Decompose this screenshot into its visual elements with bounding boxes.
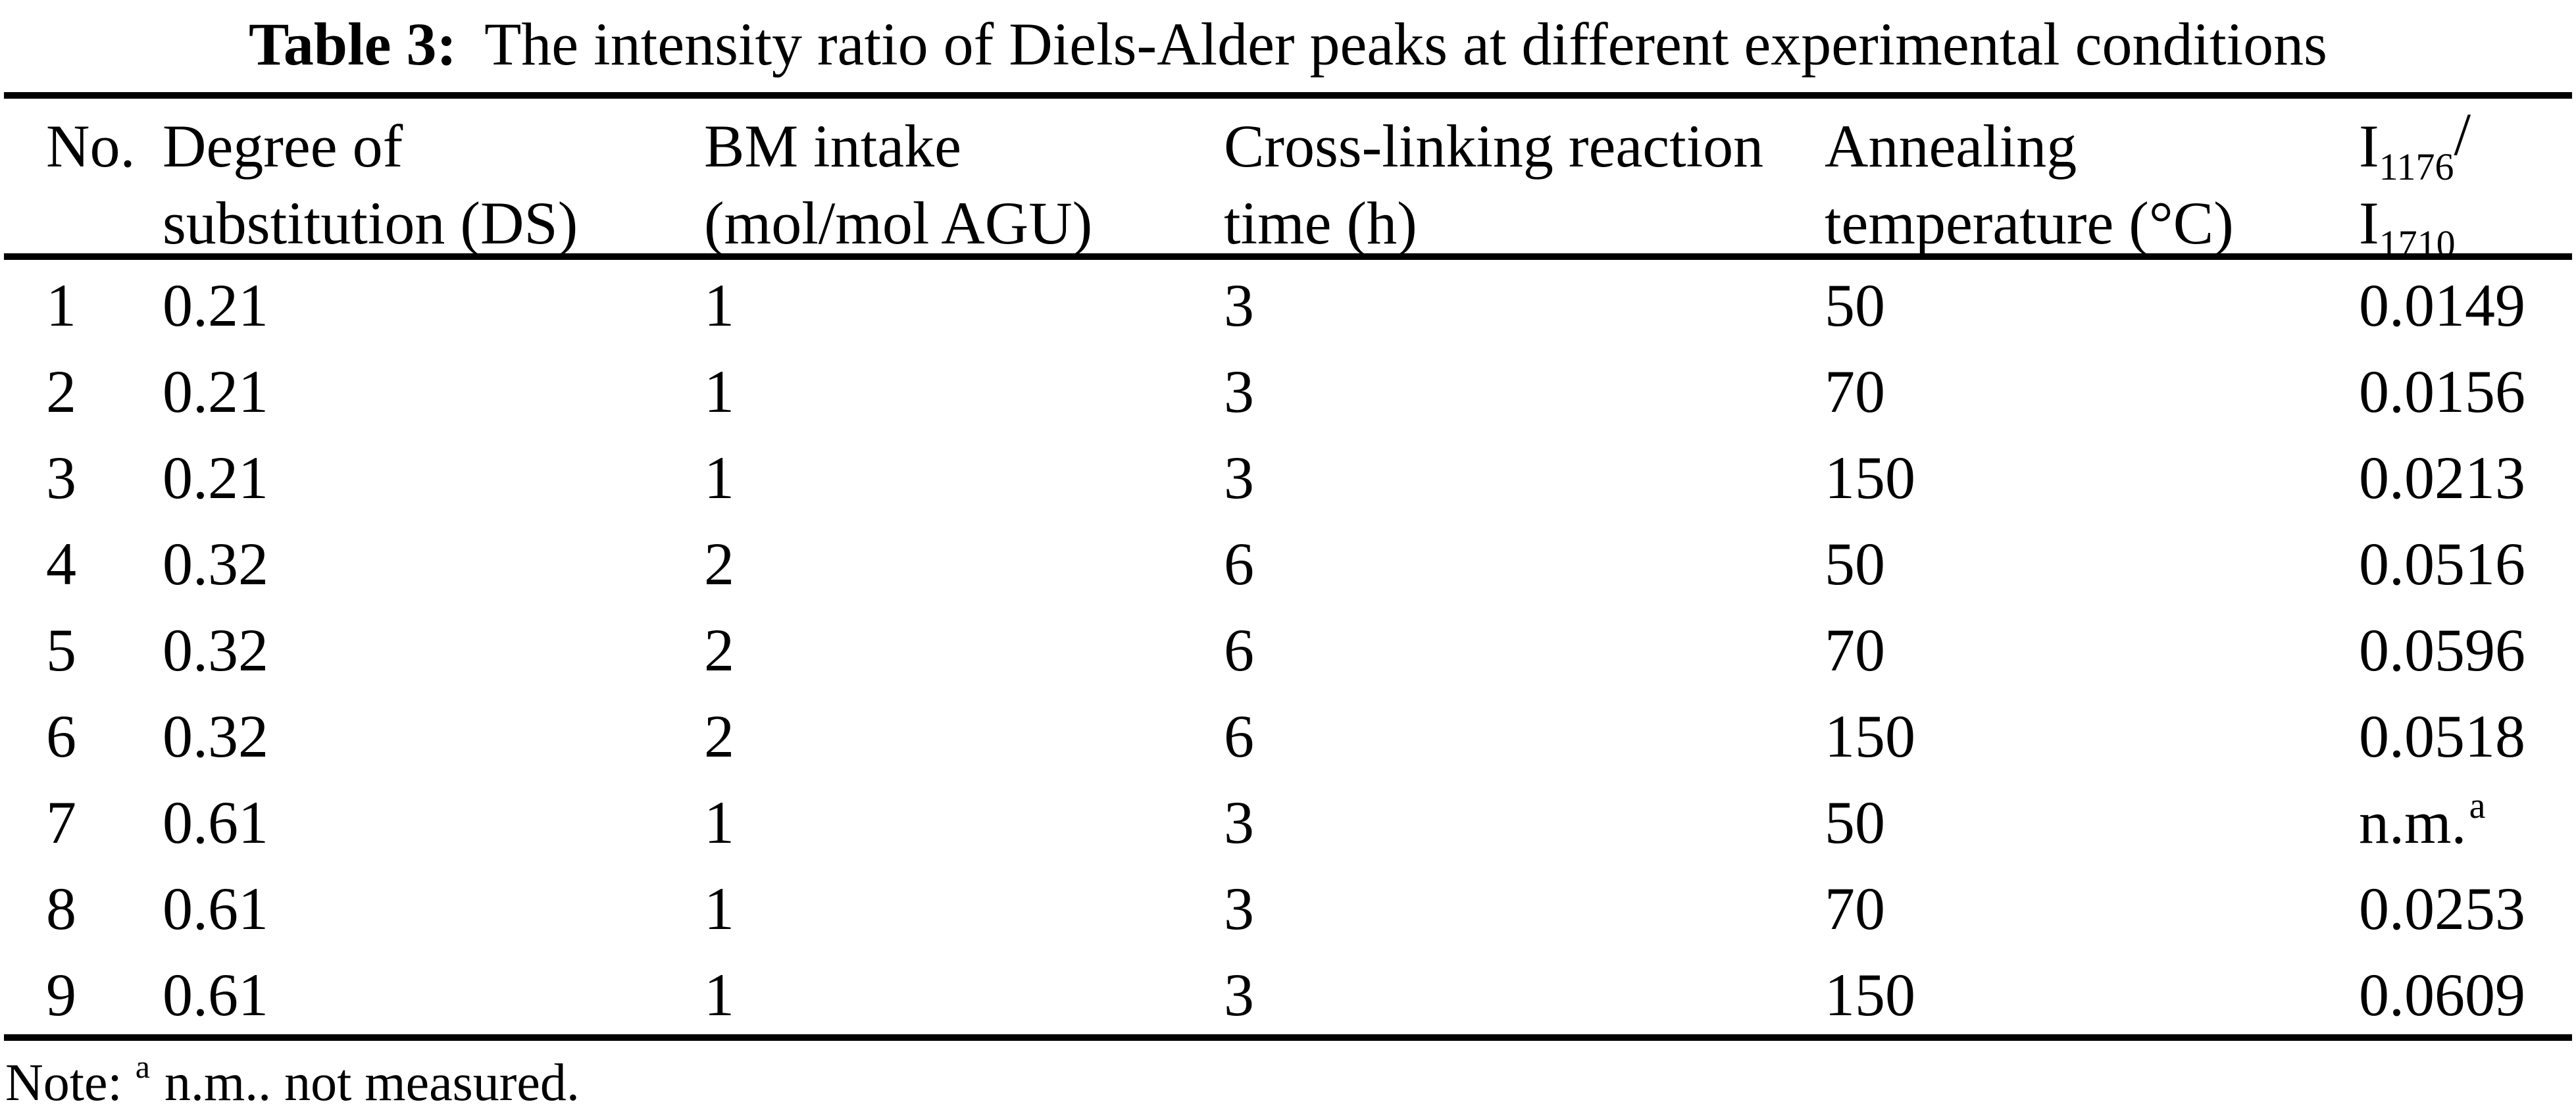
cell-intensity-ratio: 0.0596 — [2359, 616, 2525, 684]
cell-bm-intake: 1 — [704, 271, 734, 339]
cell-no: 5 — [46, 616, 76, 684]
cell-annealing-temperature: 50 — [1825, 530, 1885, 597]
header-rule — [4, 253, 2572, 260]
table-row: 9 0.61 1 3 150 0.0609 — [0, 951, 2576, 1038]
cell-bm-intake: 1 — [704, 788, 734, 856]
table-row: 6 0.32 2 6 150 0.0518 — [0, 693, 2576, 779]
cell-no: 1 — [46, 271, 76, 339]
table-caption: Table 3: The intensity ratio of Diels-Ald… — [0, 1, 2576, 87]
cell-annealing-temperature: 50 — [1825, 271, 1885, 339]
cell-intensity-ratio: n.m.a — [2359, 785, 2486, 856]
cell-no: 6 — [46, 702, 76, 770]
cell-intensity-ratio: 0.0609 — [2359, 961, 2525, 1028]
cell-degree-of-substitution: 0.32 — [163, 530, 268, 597]
cell-intensity-ratio: 0.0253 — [2359, 874, 2525, 942]
cell-crosslinking-time: 3 — [1224, 788, 1254, 856]
header-crosslinking-time: Cross-linking reaction time (h) — [1224, 113, 1764, 257]
cell-annealing-temperature: 70 — [1825, 357, 1885, 425]
top-rule — [4, 92, 2572, 99]
header-no: No. — [46, 113, 136, 180]
cell-crosslinking-time: 3 — [1224, 443, 1254, 511]
cell-degree-of-substitution: 0.21 — [163, 443, 268, 511]
table-header: No. Degree of substitution (DS) BM intak… — [0, 99, 2576, 265]
cell-annealing-temperature: 150 — [1825, 961, 1915, 1028]
footnote: Note: a n.m.. not measured. — [5, 1048, 580, 1104]
table-caption-label: Table 3: — [248, 11, 457, 78]
table-row: 1 0.21 1 3 50 0.0149 — [0, 262, 2576, 348]
cell-bm-intake: 1 — [704, 443, 734, 511]
cell-degree-of-substitution: 0.61 — [163, 961, 268, 1028]
cell-crosslinking-time: 6 — [1224, 616, 1254, 684]
table-row: 5 0.32 2 6 70 0.0596 — [0, 607, 2576, 693]
cell-no: 7 — [46, 788, 76, 856]
cell-crosslinking-time: 3 — [1224, 874, 1254, 942]
data-table: No. Degree of substitution (DS) BM intak… — [0, 99, 2576, 1038]
cell-degree-of-substitution: 0.32 — [163, 702, 268, 770]
cell-intensity-ratio: 0.0149 — [2359, 271, 2525, 339]
cell-intensity-ratio: 0.0516 — [2359, 530, 2525, 597]
footnote-prefix: Note: — [5, 1054, 122, 1104]
header-bm-intake: BM intake (mol/mol AGU) — [704, 113, 1093, 257]
cell-degree-of-substitution: 0.61 — [163, 874, 268, 942]
cell-no: 4 — [46, 530, 76, 597]
header-annealing-temperature: Annealing temperature (°C) — [1825, 113, 2234, 257]
cell-crosslinking-time: 3 — [1224, 357, 1254, 425]
cell-crosslinking-time: 3 — [1224, 271, 1254, 339]
table-caption-text: The intensity ratio of Diels-Alder peaks… — [484, 11, 2327, 78]
cell-degree-of-substitution: 0.21 — [163, 271, 268, 339]
footnote-marker: a — [2469, 785, 2486, 826]
footnote-marker: a — [135, 1048, 150, 1085]
cell-bm-intake: 1 — [704, 357, 734, 425]
cell-degree-of-substitution: 0.32 — [163, 616, 268, 684]
cell-intensity-ratio: 0.0156 — [2359, 357, 2525, 425]
cell-no: 8 — [46, 874, 76, 942]
cell-no: 2 — [46, 357, 76, 425]
cell-degree-of-substitution: 0.21 — [163, 357, 268, 425]
ratio-slash: / — [2454, 101, 2471, 168]
table-row: 8 0.61 1 3 70 0.0253 — [0, 865, 2576, 951]
cell-annealing-temperature: 50 — [1825, 788, 1885, 856]
cell-bm-intake: 2 — [704, 530, 734, 597]
cell-bm-intake: 1 — [704, 961, 734, 1028]
cell-no: 3 — [46, 443, 76, 511]
header-intensity-ratio: I1176/ I1710 — [2359, 101, 2471, 265]
cell-crosslinking-time: 6 — [1224, 702, 1254, 770]
header-row: No. Degree of substitution (DS) BM intak… — [0, 99, 2576, 265]
cell-bm-intake: 2 — [704, 616, 734, 684]
table-row: 3 0.21 1 3 150 0.0213 — [0, 434, 2576, 520]
table-row: 4 0.32 2 6 50 0.0516 — [0, 520, 2576, 607]
cell-degree-of-substitution: 0.61 — [163, 788, 268, 856]
cell-annealing-temperature: 150 — [1825, 702, 1915, 770]
footnote-text: n.m.. not measured. — [164, 1054, 580, 1104]
table-row: 7 0.61 1 3 50 n.m.a — [0, 779, 2576, 865]
table-row: 2 0.21 1 3 70 0.0156 — [0, 348, 2576, 434]
cell-bm-intake: 2 — [704, 702, 734, 770]
cell-annealing-temperature: 150 — [1825, 443, 1915, 511]
cell-annealing-temperature: 70 — [1825, 874, 1885, 942]
cell-crosslinking-time: 6 — [1224, 530, 1254, 597]
cell-annealing-temperature: 70 — [1825, 616, 1885, 684]
bottom-rule — [4, 1034, 2572, 1041]
cell-bm-intake: 1 — [704, 874, 734, 942]
cell-intensity-ratio: 0.0518 — [2359, 702, 2525, 770]
cell-crosslinking-time: 3 — [1224, 961, 1254, 1028]
table-body: 1 0.21 1 3 50 0.0149 2 0.21 1 3 70 0.015… — [0, 262, 2576, 1038]
cell-intensity-ratio: 0.0213 — [2359, 443, 2525, 511]
cell-no: 9 — [46, 961, 76, 1028]
header-degree-of-substitution: Degree of substitution (DS) — [163, 113, 578, 257]
